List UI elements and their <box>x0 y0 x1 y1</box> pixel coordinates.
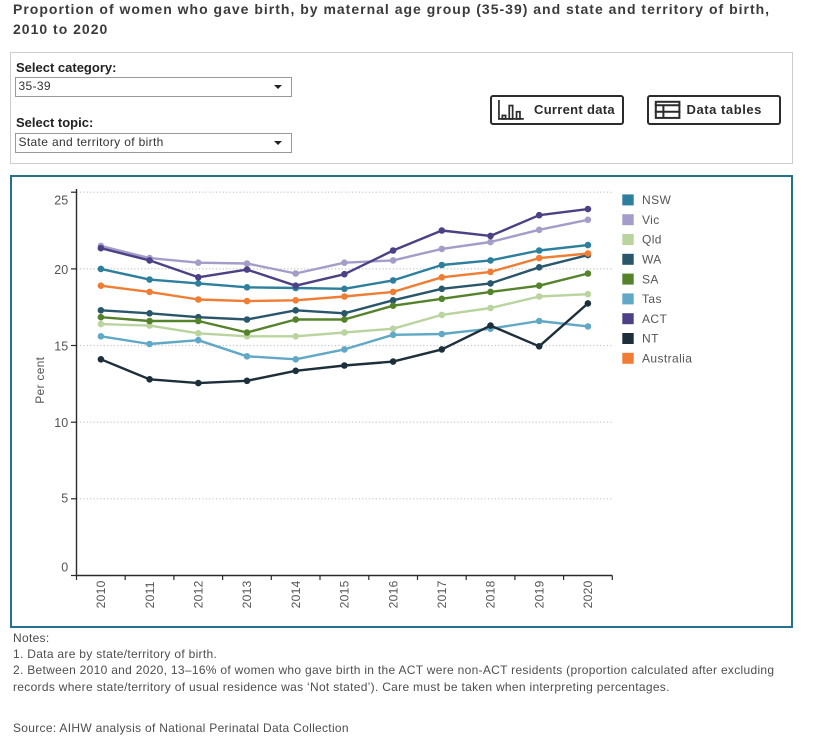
svg-text:2017: 2017 <box>435 580 449 608</box>
svg-text:20: 20 <box>54 263 68 277</box>
svg-text:2013: 2013 <box>240 580 254 608</box>
svg-text:ACT: ACT <box>642 312 667 326</box>
svg-text:2012: 2012 <box>192 580 206 608</box>
svg-text:Vic: Vic <box>642 213 660 227</box>
svg-text:25: 25 <box>54 193 68 207</box>
svg-text:2016: 2016 <box>386 580 400 608</box>
svg-text:15: 15 <box>54 339 68 353</box>
svg-text:Qld: Qld <box>642 233 662 247</box>
svg-text:NSW: NSW <box>642 193 671 207</box>
svg-text:10: 10 <box>54 416 68 430</box>
svg-text:2014: 2014 <box>289 580 303 608</box>
svg-text:2011: 2011 <box>143 581 157 608</box>
svg-text:0: 0 <box>61 560 68 574</box>
svg-text:2010: 2010 <box>94 580 108 608</box>
svg-text:WA: WA <box>642 253 662 267</box>
svg-text:Australia: Australia <box>642 352 692 366</box>
svg-text:Per cent: Per cent <box>33 356 47 403</box>
svg-text:2019: 2019 <box>532 580 546 608</box>
svg-text:2015: 2015 <box>338 580 352 608</box>
svg-text:5: 5 <box>61 491 68 505</box>
svg-text:Tas: Tas <box>642 292 662 306</box>
svg-text:SA: SA <box>642 272 659 286</box>
svg-text:NT: NT <box>642 332 659 346</box>
svg-text:2018: 2018 <box>484 580 498 608</box>
svg-text:2020: 2020 <box>581 580 595 608</box>
